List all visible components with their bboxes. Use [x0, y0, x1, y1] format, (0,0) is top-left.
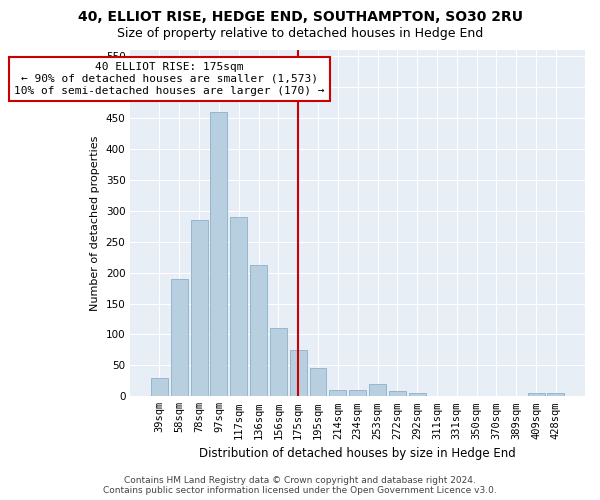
Text: Size of property relative to detached houses in Hedge End: Size of property relative to detached ho…: [117, 28, 483, 40]
Bar: [191, 220, 208, 396]
Bar: [547, 393, 565, 396]
Bar: [290, 350, 307, 397]
Bar: [270, 328, 287, 396]
Bar: [329, 390, 346, 396]
Bar: [409, 393, 425, 396]
Y-axis label: Number of detached properties: Number of detached properties: [90, 136, 100, 311]
Bar: [151, 378, 168, 396]
Text: 40 ELLIOT RISE: 175sqm
← 90% of detached houses are smaller (1,573)
10% of semi-: 40 ELLIOT RISE: 175sqm ← 90% of detached…: [14, 62, 325, 96]
Bar: [250, 265, 267, 396]
Bar: [211, 112, 227, 397]
X-axis label: Distribution of detached houses by size in Hedge End: Distribution of detached houses by size …: [199, 447, 516, 460]
Bar: [171, 279, 188, 396]
Text: Contains HM Land Registry data © Crown copyright and database right 2024.
Contai: Contains HM Land Registry data © Crown c…: [103, 476, 497, 495]
Bar: [310, 368, 326, 396]
Bar: [369, 384, 386, 396]
Bar: [349, 390, 366, 396]
Bar: [230, 217, 247, 396]
Text: 40, ELLIOT RISE, HEDGE END, SOUTHAMPTON, SO30 2RU: 40, ELLIOT RISE, HEDGE END, SOUTHAMPTON,…: [77, 10, 523, 24]
Bar: [389, 392, 406, 396]
Bar: [527, 393, 545, 396]
